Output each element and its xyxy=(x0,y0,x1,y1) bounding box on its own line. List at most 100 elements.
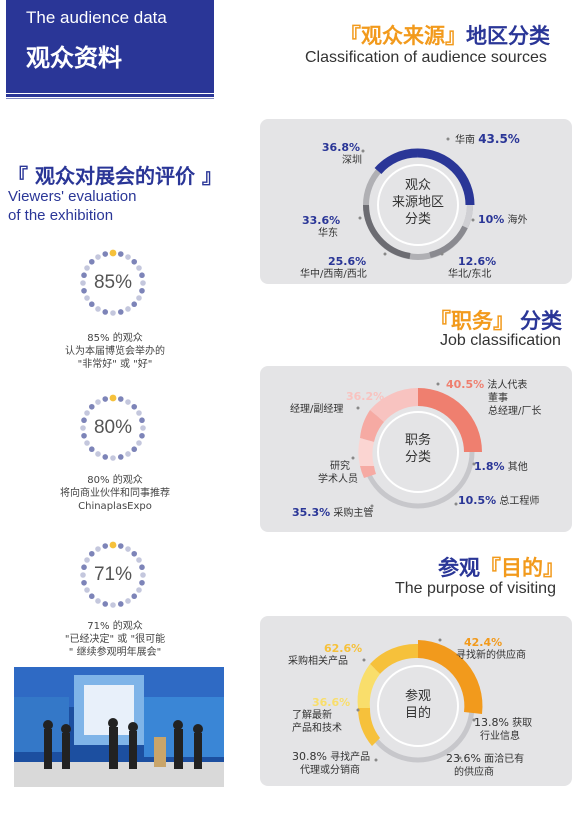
ring-dot xyxy=(125,451,131,457)
purpose-item-new-supplier: 42.4% 寻找新的供应商 xyxy=(456,636,526,662)
evaluation-subtitle-line1: Viewers' evaluation xyxy=(8,188,137,205)
ring-dot xyxy=(95,306,101,312)
item-label: 华北/东北 xyxy=(448,269,492,280)
ring-dot xyxy=(125,546,131,552)
ring-dot xyxy=(125,306,131,312)
header-underline xyxy=(6,94,214,97)
item-label: 采购相关产品 xyxy=(288,656,348,667)
ring-dot xyxy=(109,541,117,549)
evaluation-subtitle: Viewers' evaluation of the exhibition xyxy=(8,187,137,225)
sources-item-central: 25.6% 华中/西南/西北 xyxy=(300,255,367,281)
purpose-subtitle: The purpose of visiting xyxy=(395,580,556,597)
ring-dot xyxy=(117,454,124,460)
ring-dot xyxy=(81,432,87,439)
ring-dot xyxy=(131,301,138,308)
ring-dot xyxy=(140,280,146,286)
ring-dot xyxy=(84,265,90,271)
job-item-research: 研究 学术人员 xyxy=(318,460,358,486)
purpose-item-purchase: 62.6% 采购相关产品 xyxy=(288,642,362,668)
item-label: 面洽已有 xyxy=(484,754,525,765)
ring-dot xyxy=(117,309,124,315)
sources-center-label: 观众 来源地区 分类 xyxy=(391,178,444,227)
caption-line: 80% 的观众 xyxy=(87,475,143,486)
header-underline-thin xyxy=(6,98,214,99)
item-pct: 13.8% xyxy=(474,716,509,729)
dot-ring-icon xyxy=(80,249,146,316)
purpose-panel: 参观 目的 62.6% 采购相关产品 42.4% 寻找新的供应商 36.6% 了解… xyxy=(260,616,572,786)
ring-dot xyxy=(81,564,87,571)
ring-dot xyxy=(136,295,142,301)
ring-dot xyxy=(95,546,101,552)
sources-item-huadong: 33.6% 华东 xyxy=(302,214,340,240)
item-pct: 25.6% xyxy=(328,255,367,268)
item-pct: 10% xyxy=(478,213,505,226)
ring-dot xyxy=(109,394,117,402)
ring-dot xyxy=(102,251,109,257)
job-item-purchasing: 35.3% 采购主管 xyxy=(292,506,373,520)
ring-dot xyxy=(88,258,95,265)
purpose-item-existing-supplier: 23.6% 面洽已有 的供应商 xyxy=(446,752,524,779)
item-pct: 10.5% xyxy=(458,494,497,507)
ring-dot xyxy=(84,295,90,301)
item-pct: 36.6% xyxy=(312,696,351,709)
item-pct: 36.2% xyxy=(346,390,385,403)
job-subtitle: Job classification xyxy=(440,332,561,349)
job-title-tail: 分类 xyxy=(520,309,562,333)
sources-title-main: 观众来源 xyxy=(361,24,445,48)
item-label: 其他 xyxy=(507,462,528,473)
ring-dot xyxy=(140,425,146,431)
ring-dot xyxy=(110,455,116,461)
purpose-item-agent: 30.8% 寻找产品 代理或分销商 xyxy=(292,750,370,777)
purpose-title-head: 参观 xyxy=(438,556,480,580)
purpose-item-latest-tech: 36.6% 了解最新 产品和技术 xyxy=(292,696,350,735)
ring-dot xyxy=(88,550,95,557)
job-donut xyxy=(351,382,482,509)
job-panel: 职务 分类 36.2% 经理/副经理 40.5% 法人代表 董事 总经理/厂长 1… xyxy=(260,366,572,532)
sources-title-tail: 地区分类 xyxy=(466,24,550,48)
ring-dot xyxy=(84,587,90,593)
rating-value: 85% xyxy=(93,272,133,293)
caption-line: ChinaplasExpo xyxy=(78,501,152,512)
sources-subtitle: Classification of audience sources xyxy=(305,49,547,66)
ring-dot xyxy=(140,572,146,578)
job-item-chief-engineer: 10.5% 总工程师 xyxy=(458,494,539,508)
header-block: The audience data 观众资料 xyxy=(6,0,214,93)
ring-dot xyxy=(81,287,87,294)
item-pct: 33.6% xyxy=(302,214,341,227)
item-label: 华南 xyxy=(455,135,475,146)
item-pct: 30.8% xyxy=(292,750,327,763)
ring-dot xyxy=(95,598,101,604)
header-title-en: The audience data xyxy=(26,8,167,27)
rating-caption-71: 71% 的观众 "已经决定" 或 "很可能 " 继续参观明年展会" xyxy=(10,620,220,659)
item-label: 研究 xyxy=(330,461,350,472)
item-label: 寻找新的供应商 xyxy=(456,650,526,661)
ring-dot xyxy=(131,446,138,453)
ring-dot xyxy=(84,557,90,563)
item-label: 总经理/厂长 xyxy=(488,406,542,417)
sources-item-north: 12.6% 华北/东北 xyxy=(448,255,496,281)
rating-ring-85: 85% xyxy=(78,248,148,318)
caption-line: 71% 的观众 xyxy=(87,621,143,632)
ring-dot xyxy=(88,593,95,600)
ring-dot xyxy=(136,440,142,446)
item-label: 总工程师 xyxy=(499,496,540,507)
rating-value: 80% xyxy=(93,417,133,438)
evaluation-title: 『 观众对展会的评价 』 xyxy=(8,164,222,188)
item-pct: 42.4% xyxy=(464,636,503,649)
ring-dot xyxy=(80,280,86,286)
ring-dot xyxy=(139,287,145,294)
ring-dot xyxy=(136,265,142,271)
job-center-label: 职务 分类 xyxy=(404,433,431,465)
caption-line: 将向商业伙伴和同事推荐 xyxy=(60,488,170,499)
item-label: 华东 xyxy=(318,228,338,239)
item-label: 深圳 xyxy=(342,155,362,166)
ring-dot xyxy=(110,310,116,316)
rating-ring-71: 71% xyxy=(78,540,148,610)
header-title-cn: 观众资料 xyxy=(26,44,122,72)
ring-dot xyxy=(117,396,124,402)
ring-dot xyxy=(136,587,142,593)
purpose-title-main: 目的 xyxy=(501,556,543,580)
rating-caption-85: 85% 的观众 认为本届博览会举办的 "非常好" 或 "好" xyxy=(10,332,220,371)
caption-line: " 继续参观明年展会" xyxy=(68,647,162,658)
ring-dot xyxy=(131,258,138,265)
